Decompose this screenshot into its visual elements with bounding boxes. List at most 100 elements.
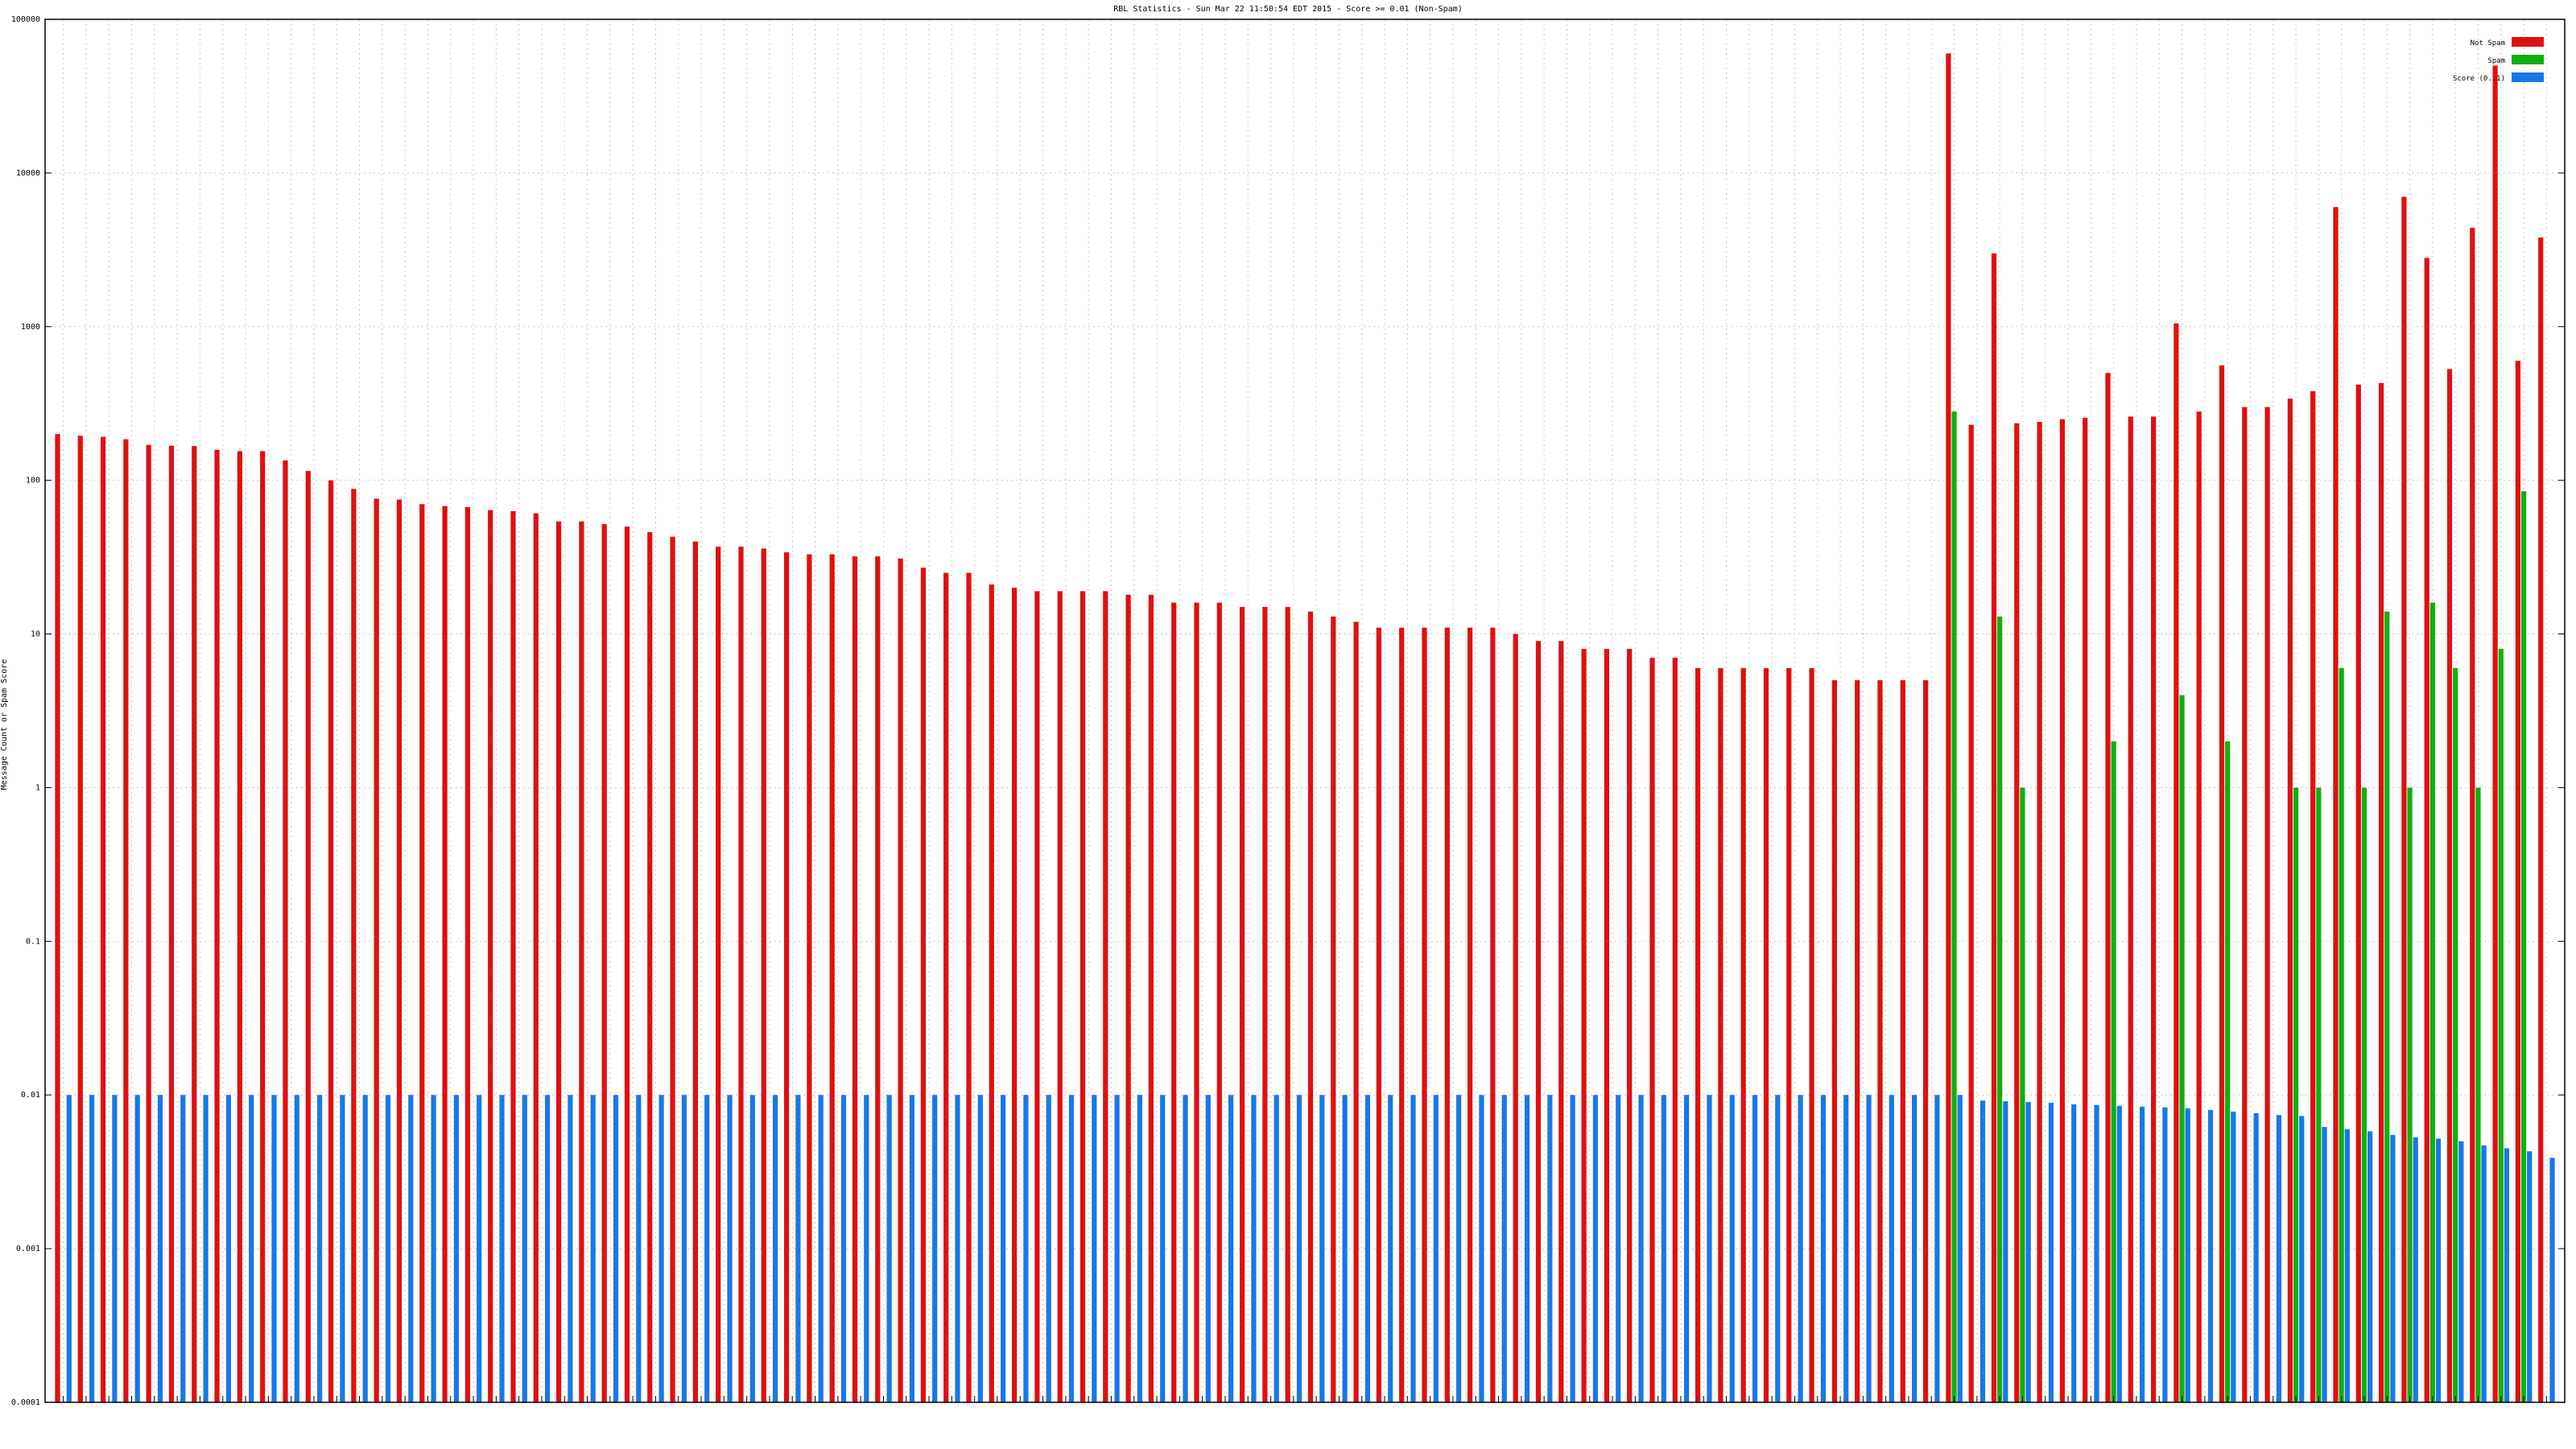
bar-score-0-1: [613, 1095, 619, 1402]
bar-score-0-1: [89, 1095, 95, 1402]
bar-score-0-1: [795, 1095, 801, 1402]
bar-not-spam: [1877, 680, 1883, 1402]
bar-not-spam: [442, 506, 448, 1402]
bar-score-0-1: [225, 1095, 232, 1402]
bar-score-0-1: [1820, 1095, 1827, 1402]
bar-not-spam: [1922, 680, 1929, 1402]
bar-not-spam: [1444, 627, 1450, 1402]
bar-not-spam: [1148, 594, 1154, 1402]
bar-score-0-1: [1775, 1095, 1781, 1402]
bar-not-spam: [2287, 398, 2293, 1402]
bar-not-spam: [374, 498, 379, 1403]
bar-score-0-1: [180, 1095, 186, 1402]
bar-not-spam: [2014, 423, 2020, 1402]
bar-score-0-1: [1661, 1095, 1666, 1402]
bar-not-spam: [77, 436, 83, 1403]
bar-score-0-1: [1068, 1095, 1075, 1402]
bar-not-spam: [1649, 658, 1655, 1402]
bar-score-0-1: [1455, 1095, 1462, 1402]
bar-not-spam: [1718, 667, 1724, 1402]
bar-score-0-1: [431, 1095, 436, 1402]
bar-not-spam: [1900, 680, 1905, 1402]
bar-score-0-1: [1957, 1095, 1963, 1402]
bar-not-spam: [100, 436, 106, 1402]
bar-not-spam: [2333, 207, 2339, 1403]
bar-score-0-1: [2527, 1151, 2533, 1402]
bar-not-spam: [2401, 196, 2407, 1402]
y-tick-label: 1000: [21, 323, 40, 332]
bar-not-spam: [123, 439, 129, 1403]
x-tick-labels: [63, 1396, 2547, 1402]
bar-score-0-1: [909, 1095, 915, 1402]
bar-score-0-1: [1251, 1095, 1257, 1402]
bar-spam: [2498, 649, 2504, 1402]
bar-score-0-1: [522, 1095, 527, 1402]
bar-score-0-1: [134, 1095, 140, 1402]
bar-not-spam: [2174, 323, 2179, 1403]
bar-not-spam: [1353, 621, 1359, 1402]
bar-score-0-1: [499, 1095, 505, 1402]
bar-not-spam: [579, 521, 584, 1402]
bar-score-0-1: [1410, 1095, 1416, 1402]
bar-score-0-1: [2435, 1138, 2442, 1402]
bar-score-0-1: [2344, 1129, 2350, 1402]
bar-score-0-1: [1479, 1095, 1484, 1402]
bar-not-spam: [852, 556, 858, 1402]
bar-not-spam: [1604, 649, 1610, 1402]
bar-spam: [2339, 667, 2344, 1402]
bar-not-spam: [1399, 627, 1405, 1402]
legend-label: Spam: [2487, 57, 2505, 65]
bar-not-spam: [2378, 382, 2384, 1402]
bar-not-spam: [1307, 611, 1314, 1402]
bar-score-0-1: [294, 1095, 299, 1402]
y-tick-label: 100: [26, 477, 40, 485]
bar-score-0-1: [727, 1095, 733, 1402]
y-tick-label: 0.1: [26, 937, 40, 946]
bar-not-spam: [2515, 361, 2521, 1403]
y-tick-label: 0.0001: [11, 1398, 40, 1407]
bar-not-spam: [1125, 594, 1131, 1402]
bar-score-0-1: [1114, 1095, 1120, 1402]
bar-score-0-1: [1889, 1095, 1894, 1402]
bar-score-0-1: [1183, 1095, 1188, 1402]
y-axis-label: Message Count or Spam Score: [0, 659, 9, 791]
bar-not-spam: [305, 471, 311, 1403]
bar-score-0-1: [886, 1095, 892, 1402]
bar-not-spam: [396, 499, 402, 1402]
bar-score-0-1: [749, 1095, 755, 1402]
bar-not-spam: [670, 536, 675, 1402]
bar-not-spam: [419, 504, 425, 1402]
bar-score-0-1: [66, 1095, 72, 1402]
bar-not-spam: [2105, 373, 2111, 1402]
bar-score-0-1: [1638, 1095, 1644, 1402]
bar-score-0-1: [1319, 1095, 1325, 1402]
bar-spam: [2429, 602, 2435, 1402]
bar-not-spam: [1672, 658, 1678, 1402]
y-tick-label: 0.01: [21, 1091, 40, 1100]
bar-score-0-1: [1228, 1095, 1234, 1402]
bar-score-0-1: [2140, 1106, 2145, 1402]
legend-label: Not Spam: [2471, 39, 2505, 47]
y-tick-label: 10: [31, 630, 40, 639]
bar-score-0-1: [1296, 1095, 1302, 1402]
bar-not-spam: [1968, 424, 1974, 1402]
bar-not-spam: [1581, 649, 1587, 1402]
bar-score-0-1: [1729, 1095, 1735, 1402]
bar-score-0-1: [112, 1095, 118, 1402]
bar-score-0-1: [1684, 1095, 1690, 1402]
bar-score-0-1: [636, 1095, 642, 1402]
bar-not-spam: [716, 547, 721, 1402]
bar-not-spam: [1034, 591, 1040, 1402]
bar-score-0-1: [271, 1095, 277, 1402]
bar-score-0-1: [590, 1095, 596, 1402]
bar-score-0-1: [1023, 1095, 1029, 1402]
bar-score-0-1: [1843, 1095, 1849, 1402]
bar-not-spam: [2470, 227, 2475, 1402]
bar-score-0-1: [1046, 1095, 1051, 1402]
bar-not-spam: [237, 451, 242, 1402]
bar-score-0-1: [2003, 1101, 2008, 1402]
bar-not-spam: [2150, 416, 2157, 1402]
bar-spam: [2316, 787, 2322, 1402]
bar-not-spam: [1991, 253, 1997, 1402]
bar-not-spam: [943, 572, 949, 1402]
